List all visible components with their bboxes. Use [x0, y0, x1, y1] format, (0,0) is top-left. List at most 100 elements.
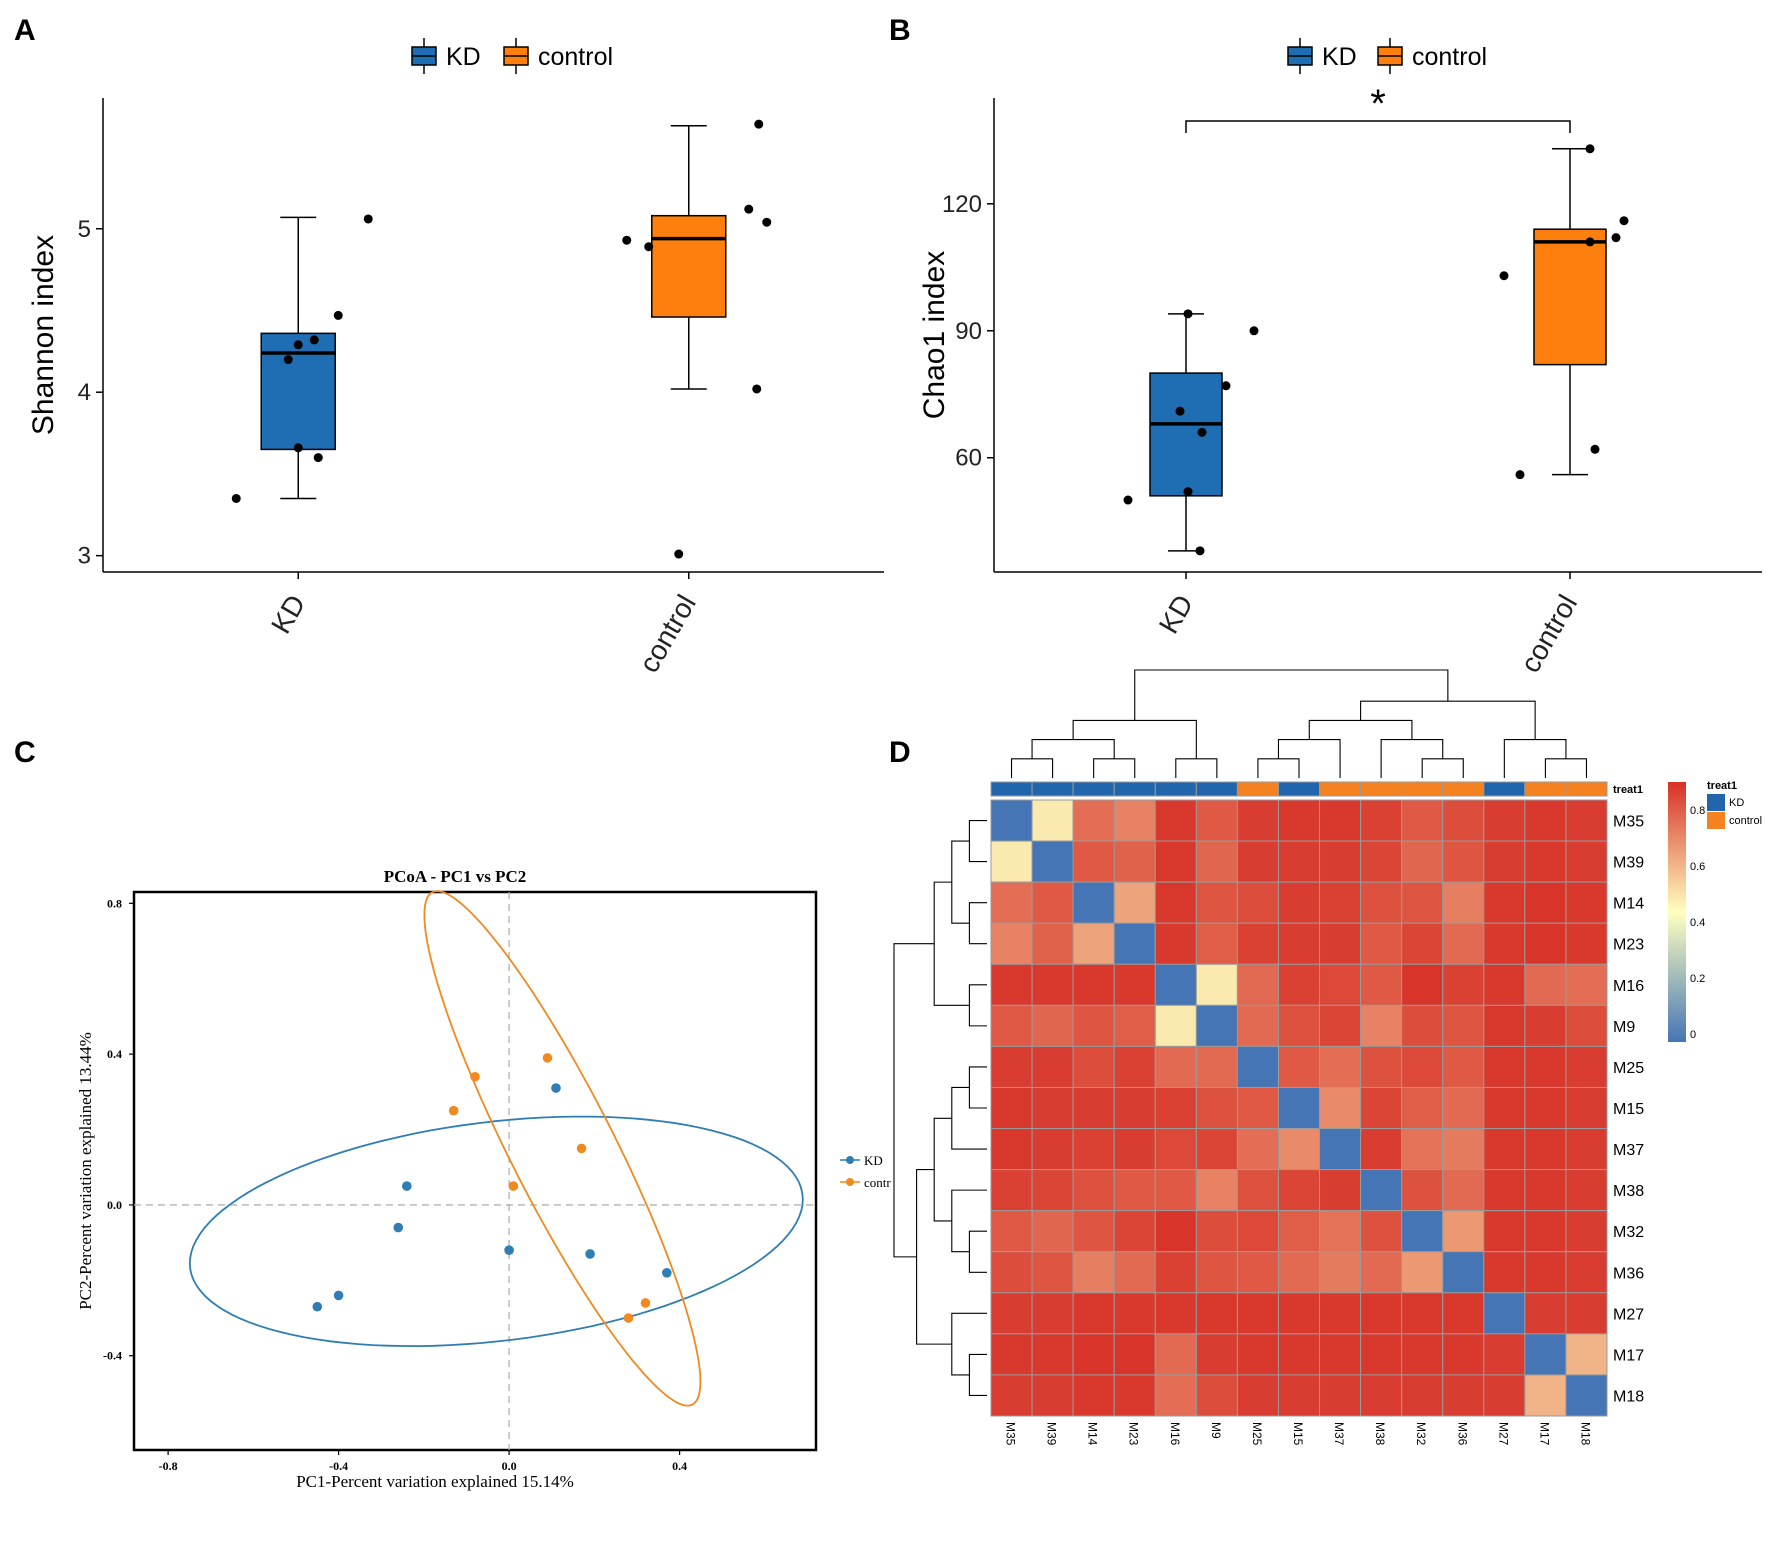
heatmap-cell — [1072, 1169, 1115, 1212]
point-kd — [312, 1301, 323, 1312]
heatmap-cell — [990, 1210, 1033, 1253]
heatmap-cell — [1442, 1169, 1485, 1212]
correlation-heatmap: treat1 M35 M39 M14 M23 M16 M9 M25 M15 M37 M38 M32 M3… — [893, 669, 1762, 1446]
legend-dot-control — [846, 1178, 854, 1186]
annotation-cell-control — [1319, 781, 1362, 797]
heatmap-cell — [1113, 1004, 1156, 1047]
heatmap-cell — [1401, 1045, 1444, 1088]
heatmap-cell — [1524, 1333, 1567, 1376]
confidence-ellipse-kd — [188, 1115, 804, 1348]
y-tick-label: 0.4 — [107, 1047, 122, 1061]
colorbar-tick-label: 0.8 — [1690, 805, 1705, 817]
column-dendrogram-link — [1175, 758, 1218, 778]
data-point — [1183, 487, 1193, 497]
boxplot-shannon: 3 4 5 Shannon index KD control KD control — [27, 38, 884, 678]
panel-letter-a: A — [14, 14, 36, 47]
heatmap-cell — [1360, 840, 1403, 883]
plot-title: PCoA - PC1 vs PC2 — [384, 867, 527, 886]
box-kd — [1149, 372, 1223, 497]
annotation-cell-control — [1524, 781, 1567, 797]
heatmap-cell — [1401, 1128, 1444, 1171]
heatmap-cell — [1524, 1169, 1567, 1212]
heatmap-cell — [1360, 1374, 1403, 1417]
heatmap-cell — [1360, 1004, 1403, 1047]
heatmap-cell — [1565, 799, 1608, 842]
heatmap-cell — [1360, 1251, 1403, 1294]
heatmap-cell — [1442, 799, 1485, 842]
heatmap-cell — [1319, 1128, 1362, 1171]
row-label: M38 — [1613, 1183, 1644, 1200]
heatmap-cell — [1031, 1210, 1074, 1253]
heatmap-cell — [1072, 922, 1115, 965]
heatmap-cell — [1113, 922, 1156, 965]
column-dendrogram-link — [1544, 758, 1588, 778]
heatmap-cell — [1483, 1045, 1526, 1088]
heatmap-cell — [1072, 1004, 1115, 1047]
heatmap-cell — [1195, 1251, 1238, 1294]
heatmap-cell — [1319, 881, 1362, 924]
row-dendrogram-link — [968, 984, 987, 1027]
heatmap-cell — [1072, 1333, 1115, 1376]
significance-marker: * — [1370, 82, 1386, 126]
heatmap-cell — [1565, 1210, 1608, 1253]
data-point — [752, 384, 762, 394]
heatmap-cell — [1360, 799, 1403, 842]
confidence-ellipse-control — [423, 890, 702, 1407]
heatmap-cell — [1031, 1251, 1074, 1294]
heatmap-cell — [1277, 1251, 1321, 1294]
point-control — [448, 1105, 459, 1116]
y-tick-label: 0.0 — [107, 1198, 122, 1212]
y-axis-title: Shannon index — [27, 235, 60, 435]
heatmap-cell — [1236, 881, 1279, 924]
x-tick-label: KD — [265, 590, 311, 639]
x-axis-title: PC1-Percent variation explained 15.14% — [296, 1472, 574, 1491]
x-tick-label: -0.8 — [159, 1459, 178, 1473]
row-label: M23 — [1613, 937, 1644, 954]
heatmap-cell — [1154, 963, 1197, 1006]
heatmap-cell — [1195, 922, 1238, 965]
heatmap-cell — [1360, 1045, 1403, 1088]
heatmap-cell — [1360, 963, 1403, 1006]
heatmap-cell — [1524, 1045, 1567, 1088]
heatmap-cell — [1277, 1045, 1321, 1088]
legend-dot-kd — [846, 1156, 854, 1164]
column-label: M9 — [1209, 1422, 1223, 1439]
data-point — [1123, 495, 1133, 505]
column-label: M16 — [1168, 1422, 1182, 1446]
x-tick-label: control — [633, 590, 702, 678]
heatmap-cell — [1401, 922, 1444, 965]
plot-frame — [132, 890, 818, 1452]
column-label: M37 — [1332, 1422, 1346, 1446]
heatmap-cell — [1360, 922, 1403, 965]
colorbar-tick-label: 0.4 — [1690, 917, 1705, 929]
heatmap-cell — [1113, 963, 1156, 1006]
heatmap-cell — [1319, 963, 1362, 1006]
heatmap-cell — [1483, 1169, 1526, 1212]
heatmap-cell — [990, 799, 1033, 842]
heatmap-cell — [1113, 1333, 1156, 1376]
heatmap-cell — [1483, 963, 1526, 1006]
data-point — [1499, 271, 1509, 281]
data-point — [744, 204, 754, 214]
heatmap-cell — [1154, 1292, 1197, 1335]
box-control — [651, 214, 727, 318]
heatmap-cell — [1072, 1292, 1115, 1335]
heatmap-cell — [1319, 1169, 1362, 1212]
heatmap-cell — [1483, 1292, 1526, 1335]
heatmap-cell — [1401, 1374, 1444, 1417]
column-dendrogram-link — [1257, 758, 1300, 778]
column-label: M14 — [1086, 1422, 1100, 1446]
heatmap-cell — [1154, 1374, 1197, 1417]
heatmap-cell — [1442, 1086, 1485, 1130]
heatmap-cell — [1524, 1210, 1567, 1253]
data-point — [283, 355, 293, 365]
heatmap-cell — [1401, 1210, 1444, 1253]
row-dendrogram-link — [968, 902, 987, 945]
heatmap-cell — [990, 1333, 1033, 1376]
row-label: M14 — [1613, 896, 1644, 913]
data-point — [1221, 381, 1231, 391]
column-dendrogram-link — [1093, 758, 1136, 778]
data-point — [309, 335, 319, 345]
annotation-legend-label-control: control — [1729, 815, 1762, 827]
